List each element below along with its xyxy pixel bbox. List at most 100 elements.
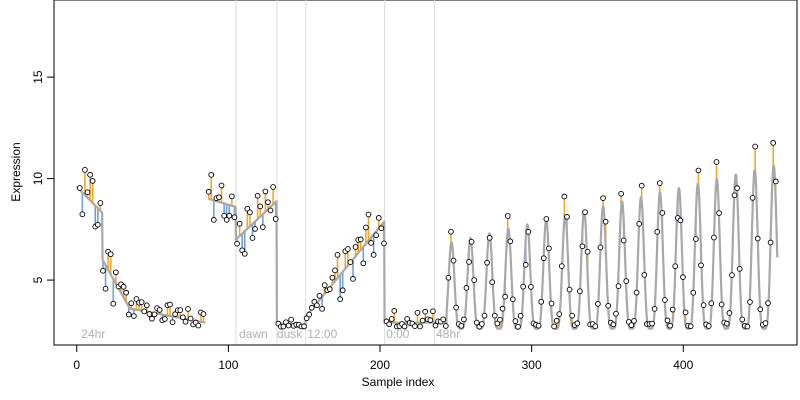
observed-point: [267, 207, 274, 214]
observed-point: [89, 178, 96, 184]
observed-point: [391, 308, 398, 314]
observed-point: [100, 267, 106, 274]
observed-point: [254, 192, 261, 199]
observed-point: [633, 289, 640, 296]
y-axis: 5 10 15: [31, 70, 55, 283]
observed-point: [558, 263, 565, 269]
condition-label: dusk: [277, 327, 303, 341]
condition-label: dawn: [239, 327, 268, 341]
observed-point: [375, 215, 382, 221]
observed-point: [280, 323, 287, 330]
observed-point: [613, 310, 619, 317]
observed-point: [473, 319, 480, 326]
observed-point: [620, 237, 627, 244]
observed-point: [486, 234, 493, 241]
observed-point: [656, 180, 663, 186]
observed-point: [749, 194, 756, 201]
observed-point: [765, 300, 771, 306]
observed-point: [669, 306, 676, 313]
observed-point: [693, 236, 699, 242]
x-tick-label: 300: [522, 358, 542, 372]
observed-point: [185, 306, 191, 312]
observed-point: [368, 240, 374, 246]
observed-point: [522, 261, 529, 268]
observed-point: [546, 245, 552, 252]
observed-point: [754, 235, 761, 242]
observed-point: [306, 311, 313, 318]
observed-point: [445, 274, 452, 281]
observed-point: [131, 313, 137, 319]
observed-point: [76, 185, 83, 191]
observed-point: [285, 322, 292, 329]
observed-point: [734, 185, 740, 192]
observed-point: [94, 221, 101, 228]
observed-point: [182, 318, 189, 325]
observed-point: [257, 203, 264, 210]
observed-point: [747, 299, 753, 305]
residual-lines: [78, 142, 777, 329]
observed-point: [321, 282, 328, 288]
observed-point: [667, 322, 673, 329]
observed-point: [767, 239, 774, 246]
observed-point: [347, 259, 354, 265]
observed-point: [205, 188, 212, 195]
observed-point: [659, 210, 666, 216]
y-tick-label: 10: [31, 172, 45, 186]
observed-point: [698, 262, 704, 269]
observed-point: [752, 143, 758, 150]
observed-point: [602, 218, 609, 225]
observed-point: [149, 315, 155, 322]
observed-point: [757, 306, 764, 313]
observed-point: [272, 216, 279, 222]
observed-point: [417, 323, 423, 330]
observed-point: [772, 178, 779, 185]
observed-point: [636, 220, 643, 227]
observed-point: [463, 285, 470, 291]
observed-point: [169, 319, 176, 326]
observed-point: [337, 296, 343, 302]
observed-point: [133, 296, 140, 302]
observed-point: [363, 224, 369, 231]
observed-point: [270, 184, 276, 190]
observed-point: [316, 292, 323, 299]
observed-point: [595, 301, 601, 307]
observed-point: [509, 296, 516, 303]
observed-point: [378, 225, 385, 232]
observed-point: [582, 209, 588, 216]
observed-point: [386, 321, 392, 328]
observed-point: [512, 318, 519, 324]
observed-point: [120, 283, 127, 290]
observed-point: [564, 213, 570, 220]
observed-point: [540, 255, 547, 262]
observed-point: [497, 316, 503, 323]
observed-point: [110, 300, 117, 307]
observed-point: [138, 299, 145, 305]
observed-point: [381, 240, 387, 247]
observed-point: [404, 316, 411, 322]
observed-point: [365, 211, 372, 218]
observed-point: [574, 320, 581, 327]
observed-point: [448, 228, 454, 235]
observed-point: [432, 322, 439, 329]
observed-point: [548, 300, 555, 307]
observed-point: [453, 304, 459, 311]
observed-point: [723, 320, 730, 327]
condition-label: 0:00: [386, 327, 410, 341]
observed-point: [442, 323, 449, 329]
observed-point: [301, 323, 307, 330]
observed-point: [494, 320, 501, 327]
observed-point: [180, 314, 186, 321]
condition-label: 24hr: [81, 327, 105, 341]
observed-point: [736, 266, 743, 272]
observed-point: [236, 220, 243, 227]
condition-boundaries: [235, 0, 436, 345]
observed-point: [525, 228, 532, 235]
observed-point: [484, 259, 490, 266]
observed-point: [314, 302, 320, 309]
observed-point: [430, 308, 436, 315]
observed-point: [638, 182, 645, 189]
observed-point: [345, 246, 351, 252]
observed-point: [566, 286, 573, 293]
observed-point: [303, 315, 310, 322]
